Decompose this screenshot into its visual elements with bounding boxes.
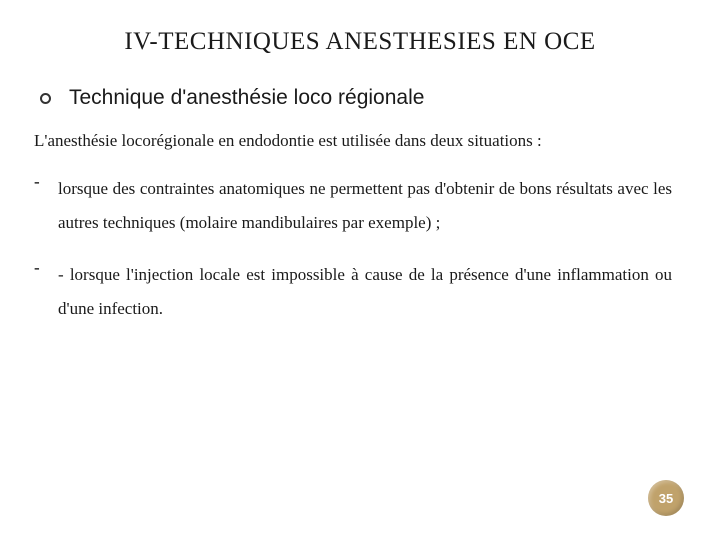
dash-bullet-icon: - <box>34 258 42 326</box>
list-item-text: - lorsque l'injection locale est impossi… <box>58 258 672 326</box>
circle-bullet-icon <box>40 93 51 104</box>
subtitle-text: Technique d'anesthésie loco régionale <box>69 86 424 110</box>
bullet-list: - lorsque des contraintes anatomiques ne… <box>34 172 672 326</box>
list-item: - lorsque des contraintes anatomiques ne… <box>34 172 672 240</box>
slide-container: IV-TECHNIQUES ANESTHESIES EN OCE Techniq… <box>0 0 720 540</box>
page-number-badge: 35 <box>648 480 684 516</box>
dash-bullet-icon: - <box>34 172 42 240</box>
list-item-text: lorsque des contraintes anatomiques ne p… <box>58 172 672 240</box>
subtitle-row: Technique d'anesthésie loco régionale <box>40 86 672 110</box>
list-item: - - lorsque l'injection locale est impos… <box>34 258 672 326</box>
slide-title: IV-TECHNIQUES ANESTHESIES EN OCE <box>48 28 672 56</box>
page-number: 35 <box>659 491 673 506</box>
intro-paragraph: L'anesthésie locorégionale en endodontie… <box>34 128 672 154</box>
